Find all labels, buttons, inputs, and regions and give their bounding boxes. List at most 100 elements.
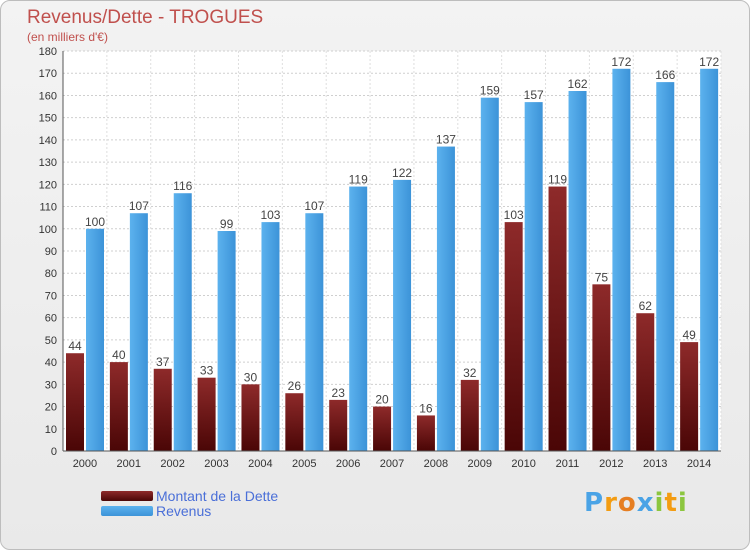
data-label-revenue-2012: 172 [611,55,631,69]
y-tick-label: 40 [45,357,57,369]
data-label-debt-2002: 37 [156,355,170,369]
x-tick-label-2001: 2001 [117,458,141,470]
bar-revenue-2007 [393,179,412,451]
x-tick-label-2006: 2006 [336,458,360,470]
bar-revenue-2014 [700,68,719,452]
bar-debt-2002 [153,368,172,451]
data-label-debt-2005: 26 [288,379,302,393]
bar-debt-2003 [197,377,216,451]
y-tick-label: 140 [39,135,57,147]
data-label-revenue-2009: 159 [480,84,500,98]
x-tick-label-2002: 2002 [160,458,184,470]
data-label-debt-2001: 40 [112,348,126,362]
y-tick-label: 70 [45,290,57,302]
bar-debt-2011 [548,186,567,452]
legend-item-revenue: Revenus [101,502,278,519]
proxiti-logo: Proxiti [584,488,688,518]
bar-debt-2000 [66,353,84,451]
data-label-revenue-2001: 107 [129,199,149,213]
logo-letter-i: i [654,488,665,518]
bar-revenue-2002 [173,193,192,451]
bar-revenue-2000 [86,228,104,451]
data-label-debt-2004: 30 [244,370,258,384]
y-tick-label: 80 [45,268,57,280]
data-label-revenue-2004: 103 [260,208,280,222]
data-label-revenue-2008: 137 [436,133,456,147]
x-tick-label-2005: 2005 [292,458,316,470]
data-label-revenue-2013: 166 [655,68,675,82]
data-label-revenue-2007: 122 [392,166,412,180]
legend: Montant de la Dette Revenus [101,487,279,519]
data-label-revenue-2010: 157 [524,88,544,102]
y-tick-label: 150 [39,113,57,125]
y-tick-label: 60 [45,313,57,325]
y-tick-label: 130 [39,157,57,169]
bar-debt-2013 [636,313,655,451]
bar-revenue-2010 [524,102,543,451]
legend-swatch-revenue [101,505,153,516]
y-tick-label: 110 [39,202,57,214]
bar-revenue-2001 [129,213,148,451]
data-label-debt-2008: 16 [419,401,433,415]
data-label-revenue-2006: 119 [349,173,368,187]
data-label-revenue-2002: 116 [173,179,192,193]
bar-debt-2007 [373,406,392,451]
bar-debt-2008 [416,415,435,451]
bar-revenue-2013 [656,82,675,451]
data-label-debt-2010: 103 [504,208,524,222]
bar-revenue-2006 [349,186,368,452]
x-tick-label-2008: 2008 [424,458,448,470]
y-tick-label: 160 [39,90,57,102]
y-tick-label: 10 [45,424,57,436]
x-tick-label-2003: 2003 [204,458,228,470]
bar-debt-2012 [592,284,611,451]
legend-swatch-debt [101,490,153,501]
y-tick-label: 0 [51,446,57,458]
logo-letter-t: t [664,488,678,518]
data-label-debt-2012: 75 [595,270,609,284]
logo-letter-i2: i [677,488,688,518]
x-tick-label-2013: 2013 [643,458,667,470]
data-label-debt-2007: 20 [375,393,389,407]
bar-debt-2009 [460,379,479,451]
bar-debt-2005 [285,393,304,451]
y-tick-label: 50 [45,335,57,347]
bar-revenue-2005 [305,213,324,451]
legend-item-debt: Montant de la Dette [101,487,279,504]
data-label-debt-2006: 23 [332,386,346,400]
y-tick-label: 30 [45,379,57,391]
y-tick-label: 20 [45,402,57,414]
data-label-revenue-2014: 172 [699,55,719,69]
x-tick-label-2014: 2014 [687,458,711,470]
chart-subtitle: (en milliers d'€) [27,30,108,44]
x-tick-label-2000: 2000 [73,458,97,470]
bar-revenue-2008 [436,146,455,452]
x-tick-label-2007: 2007 [380,458,404,470]
data-label-debt-2013: 62 [639,299,653,313]
bar-debt-2014 [680,342,699,451]
logo-letter-r: r [604,488,618,518]
legend-label-revenue: Revenus [156,502,212,519]
y-tick-label: 120 [39,179,57,191]
bar-revenue-2004 [261,222,280,451]
data-label-revenue-2005: 107 [304,199,324,213]
data-label-debt-2003: 33 [200,364,214,378]
data-label-debt-2009: 32 [463,366,477,380]
x-tick-label-2010: 2010 [511,458,535,470]
logo-letter-o: o [617,488,637,518]
x-tick-label-2004: 2004 [248,458,272,470]
bar-revenue-2012 [612,68,631,452]
chart-title: Revenus/Dette - TROGUES [27,7,264,28]
y-tick-label: 90 [45,246,57,258]
legend-label-debt: Montant de la Dette [156,487,279,504]
bar-revenue-2003 [217,231,236,451]
data-label-revenue-2003: 99 [220,217,234,231]
x-tick-label-2012: 2012 [599,458,623,470]
y-tick-label: 170 [39,68,57,80]
data-label-revenue-2000: 100 [85,215,105,229]
y-tick-label: 180 [39,46,57,58]
x-tick-label-2011: 2011 [556,458,580,470]
data-label-revenue-2011: 162 [568,77,588,91]
